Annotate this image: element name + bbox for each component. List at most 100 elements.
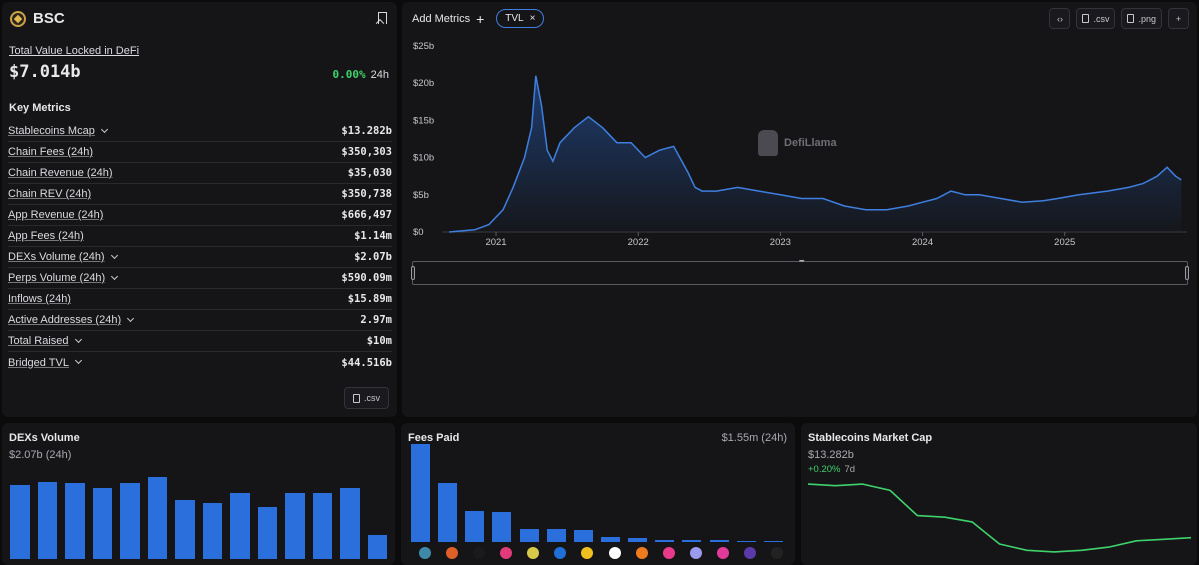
protocol-icon[interactable] (527, 547, 540, 559)
embed-button[interactable]: ‹› (1049, 8, 1071, 29)
protocol-icon[interactable] (608, 547, 621, 559)
chevron-down-icon[interactable] (74, 356, 82, 365)
metric-label[interactable]: Stablecoins Mcap (8, 125, 95, 137)
bar[interactable] (65, 483, 85, 559)
metric-label[interactable]: DEXs Volume (24h) (8, 251, 105, 263)
bar[interactable] (92, 488, 112, 559)
protocol-icon[interactable] (771, 547, 784, 559)
metric-row[interactable]: DEXs Volume (24h) $2.07b (8, 247, 392, 268)
metric-label[interactable]: Perps Volume (24h) (8, 272, 106, 284)
bar[interactable] (10, 485, 30, 559)
download-png-button[interactable]: .png (1121, 8, 1162, 29)
bar[interactable] (655, 539, 675, 542)
metric-row[interactable]: Stablecoins Mcap $13.282b (8, 121, 392, 142)
metric-label[interactable]: App Fees (24h) (8, 230, 84, 242)
x-tick-label: 2023 (770, 237, 791, 248)
protocol-icon[interactable] (690, 547, 702, 559)
bar[interactable] (257, 507, 277, 559)
bar[interactable] (519, 528, 539, 542)
metric-row[interactable]: Bridged TVL $44.516b (8, 352, 392, 373)
stablecoins-series-line[interactable] (807, 483, 1192, 553)
bar[interactable] (230, 493, 250, 559)
bar[interactable] (312, 493, 332, 559)
metrics-csv-button[interactable]: .csv (343, 387, 389, 409)
bar[interactable] (340, 488, 360, 559)
protocol-icon[interactable] (581, 547, 594, 559)
metric-label-group: Inflows (24h) (8, 293, 71, 305)
bar[interactable] (682, 539, 702, 542)
bar[interactable] (628, 538, 648, 542)
x-tick-label: 2022 (628, 237, 649, 248)
close-icon[interactable]: × (529, 13, 536, 24)
metric-row[interactable]: Total Raised $10m (8, 331, 392, 352)
metric-label[interactable]: Chain REV (24h) (8, 188, 92, 200)
chevron-down-icon[interactable] (127, 314, 135, 322)
protocol-icon[interactable] (554, 547, 567, 559)
bar[interactable] (438, 483, 458, 542)
metric-row[interactable]: Chain Revenue (24h) $35,030 (8, 163, 392, 184)
chevron-down-icon[interactable] (110, 251, 118, 259)
fullscreen-button[interactable]: + (1168, 8, 1189, 29)
metric-label[interactable]: Chain Revenue (24h) (8, 167, 113, 179)
protocol-icon[interactable] (717, 547, 730, 559)
bar[interactable] (147, 477, 167, 559)
range-end-handle[interactable] (1185, 266, 1189, 280)
tvl-series-line[interactable] (449, 75, 1182, 233)
bar[interactable] (763, 540, 783, 542)
chevron-down-icon[interactable] (74, 335, 82, 343)
x-tick-label: 2025 (1054, 237, 1075, 248)
metric-row[interactable]: App Fees (24h) $1.14m (8, 226, 392, 247)
tvl-label[interactable]: Total Value Locked in DeFi (9, 45, 140, 57)
bar[interactable] (37, 482, 57, 559)
date-range-slider[interactable]: ▪▪▪ (411, 258, 1189, 285)
metric-label[interactable]: Active Addresses (24h) (8, 314, 122, 326)
protocol-icon[interactable] (500, 547, 512, 559)
protocol-icon[interactable] (445, 547, 458, 559)
bar[interactable] (573, 530, 593, 542)
fees-paid-value: $1.55m (24h) (721, 432, 787, 444)
metric-row[interactable]: Active Addresses (24h) 2.97m (8, 310, 392, 331)
metric-label[interactable]: Chain Fees (24h) (8, 146, 93, 158)
range-start-handle[interactable] (411, 266, 415, 280)
bar[interactable] (546, 528, 566, 542)
tvl-metric-pill[interactable]: TVL × (496, 9, 545, 28)
metric-row[interactable]: App Revenue (24h) $666,497 (8, 205, 392, 226)
metamask-icon[interactable] (635, 547, 648, 559)
bar[interactable] (601, 537, 621, 542)
metric-row[interactable]: Inflows (24h) $15.89m (8, 289, 392, 310)
y-tick-label: $5b (413, 190, 429, 201)
download-csv-button[interactable]: .csv (1076, 8, 1116, 29)
bar[interactable] (202, 503, 222, 559)
bar[interactable] (175, 500, 195, 559)
bookmark-icon[interactable] (378, 12, 387, 24)
bar[interactable] (285, 493, 305, 559)
chevron-down-icon[interactable] (111, 272, 119, 280)
stablecoins-line-chart[interactable] (807, 479, 1192, 559)
protocol-icon[interactable] (472, 547, 485, 559)
bar[interactable] (120, 483, 140, 559)
add-metrics-button[interactable]: Add Metrics + (412, 12, 484, 26)
metric-label[interactable]: Inflows (24h) (8, 293, 71, 305)
bar[interactable] (411, 444, 431, 542)
protocol-icon[interactable] (662, 547, 675, 559)
dexs-volume-bars[interactable] (10, 469, 390, 559)
bar[interactable] (465, 510, 485, 542)
metric-row[interactable]: Perps Volume (24h) $590.09m (8, 268, 392, 289)
bar[interactable] (367, 534, 387, 559)
stablecoins-mcap-panel: Stablecoins Market Cap $13.282b +0.20% 7d (801, 423, 1197, 565)
bar[interactable] (709, 540, 729, 542)
bnb-icon[interactable] (418, 547, 431, 559)
tvl-chart[interactable]: $0 $5b $10b $15b $20b $25b 2021 2022 2023 2024 202… (402, 32, 1197, 258)
metric-label[interactable]: App Revenue (24h) (8, 209, 104, 221)
range-grip-icon[interactable]: ▪▪▪ (799, 258, 805, 265)
metric-label[interactable]: Total Raised (8, 335, 69, 347)
bar[interactable] (736, 540, 756, 542)
bar[interactable] (492, 512, 512, 542)
fees-paid-bars[interactable] (411, 442, 791, 542)
metric-label[interactable]: Bridged TVL (8, 356, 69, 369)
metric-row[interactable]: Chain Fees (24h) $350,303 (8, 142, 392, 163)
metric-row[interactable]: Chain REV (24h) $350,738 (8, 184, 392, 205)
chevron-down-icon[interactable] (100, 125, 108, 133)
metric-value: $1.14m (354, 230, 392, 242)
protocol-icon[interactable] (744, 547, 757, 559)
